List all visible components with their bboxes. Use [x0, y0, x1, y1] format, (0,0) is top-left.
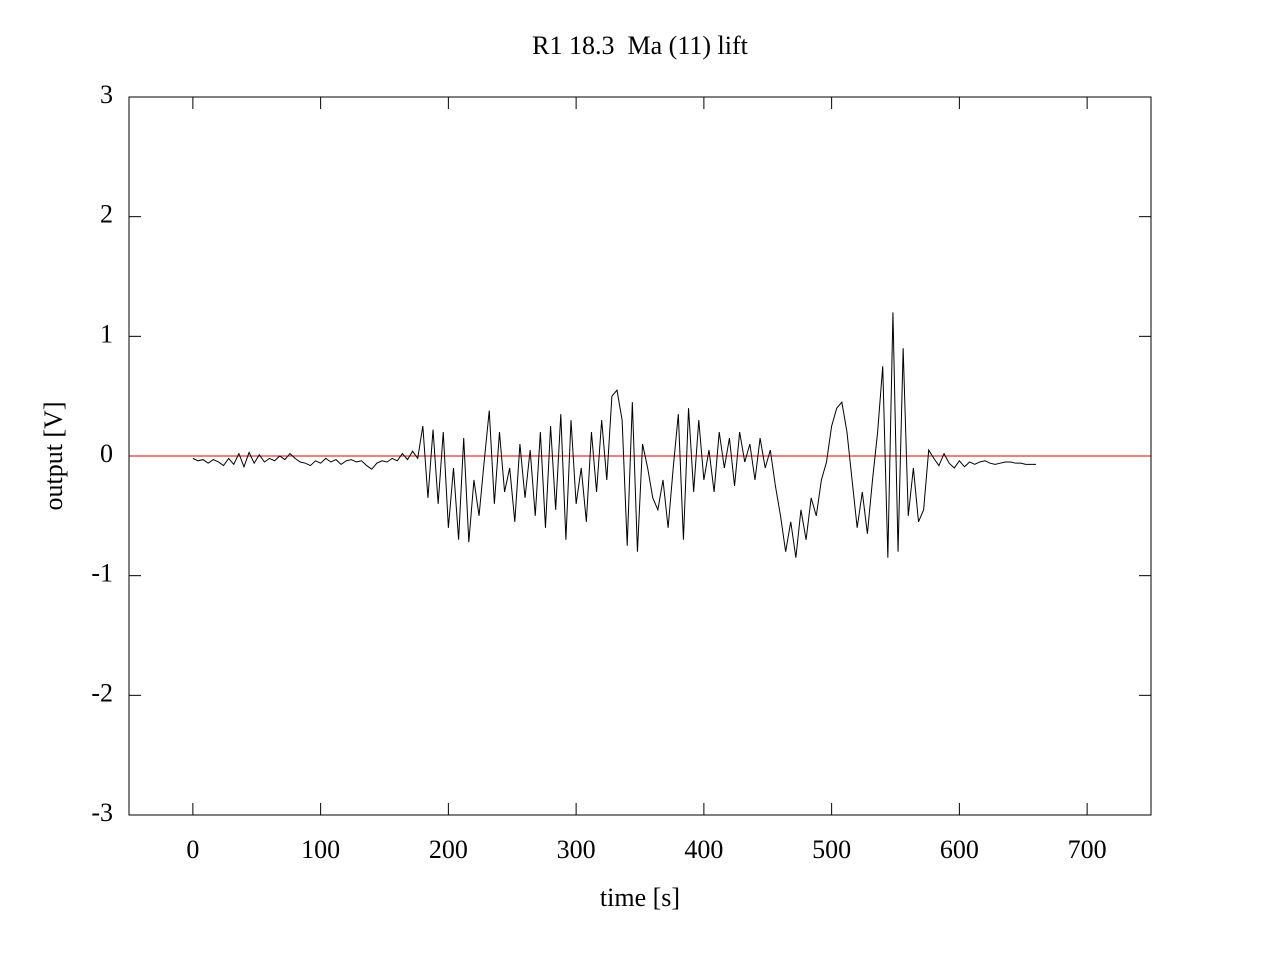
- y-tick-label: 3: [100, 80, 113, 109]
- x-tick-label: 200: [429, 835, 468, 864]
- y-tick-label: -1: [91, 559, 113, 588]
- x-tick-label: 700: [1068, 835, 1107, 864]
- x-axis-label: time [s]: [600, 883, 680, 912]
- x-tick-label: 300: [557, 835, 596, 864]
- y-tick-label: 1: [100, 319, 113, 348]
- x-tick-label: 600: [940, 835, 979, 864]
- x-tick-label: 500: [812, 835, 851, 864]
- chart-title: R1 18.3 Ma (11) lift: [532, 31, 748, 60]
- x-tick-label: 0: [186, 835, 199, 864]
- x-tick-label: 400: [684, 835, 723, 864]
- y-axis-label: output [V]: [39, 401, 68, 510]
- y-tick-label: -3: [91, 798, 113, 827]
- y-tick-label: -2: [91, 678, 113, 707]
- data-line: [192, 312, 1037, 558]
- y-tick-label: 0: [100, 439, 113, 468]
- x-tick-label: 100: [301, 835, 340, 864]
- y-tick-label: 2: [100, 200, 113, 229]
- plot-frame: [128, 96, 1152, 816]
